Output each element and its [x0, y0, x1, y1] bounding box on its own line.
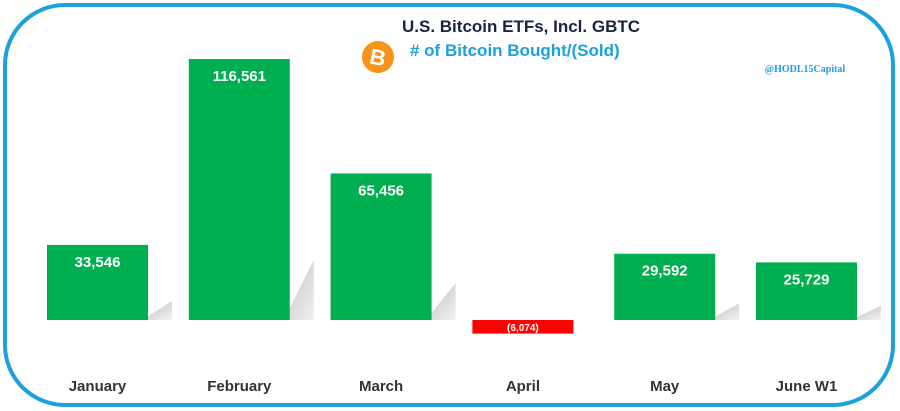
bar-shadow	[142, 301, 172, 320]
category-label: June W1	[776, 378, 838, 395]
watermark: @HODL15Capital	[765, 64, 846, 75]
data-label: 25,729	[784, 271, 830, 288]
svg-text:B: B	[368, 44, 389, 72]
category-label: March	[359, 378, 403, 395]
bar-may	[614, 253, 716, 320]
data-label: 33,546	[75, 254, 121, 271]
category-label: April	[506, 378, 540, 395]
bar-shadow	[709, 303, 740, 320]
data-label: 29,592	[642, 263, 688, 280]
bar-april	[472, 320, 574, 334]
category-label: May	[650, 378, 680, 395]
chart-border	[3, 3, 895, 407]
category-label: February	[207, 378, 272, 395]
bar-june-w1	[756, 262, 857, 320]
data-label: 65,456	[358, 182, 404, 199]
bar-january	[47, 244, 148, 320]
bar-shadow	[425, 283, 456, 320]
data-label: 116,561	[213, 68, 266, 85]
bar-march	[330, 173, 432, 320]
category-label: January	[69, 378, 127, 395]
chart-title: U.S. Bitcoin ETFs, Incl. GBTC	[402, 17, 640, 36]
bar-shadow	[283, 260, 314, 320]
bar-february	[188, 59, 290, 320]
chart-subtitle: # of Bitcoin Bought/(Sold)	[410, 41, 620, 60]
bar-shadow	[851, 305, 881, 320]
bitcoin-logo-icon: B	[362, 41, 394, 73]
data-label: (6,074)	[507, 323, 539, 334]
